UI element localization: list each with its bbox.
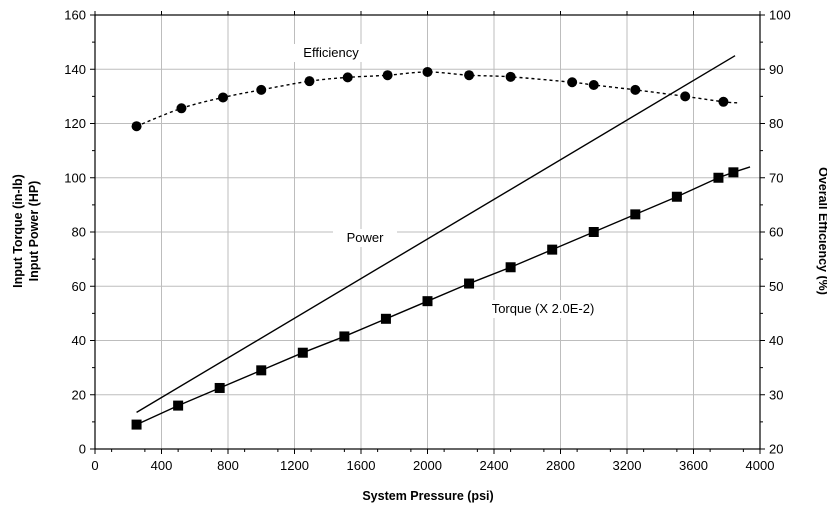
labels: System Pressure (psi) Input Torque (in-l… — [11, 167, 827, 503]
torque-x-2-0e-2-label: Torque (X 2.0E-2) — [492, 301, 595, 316]
y-right-tick-label: 20 — [769, 442, 783, 457]
x-tick-label: 0 — [91, 458, 98, 473]
x-tick-label: 3200 — [613, 458, 642, 473]
torque-line — [136, 166, 751, 426]
torque-point — [256, 365, 267, 376]
y-left-tick-label: 100 — [64, 170, 86, 185]
x-tick-label: 3600 — [679, 458, 708, 473]
power-label: Power — [347, 230, 385, 245]
torque-point — [339, 331, 350, 342]
efficiency-point — [505, 71, 516, 82]
y-right-tick-label: 100 — [769, 8, 791, 23]
efficiency-point — [304, 76, 315, 87]
efficiency-point — [588, 79, 599, 90]
series-layer: Efficiency Power Torque (X 2.0E-2) — [131, 44, 751, 430]
x-tick-label: 2800 — [546, 458, 575, 473]
torque-point — [380, 313, 391, 324]
x-tick-label: 2400 — [480, 458, 509, 473]
efficiency-point — [422, 66, 433, 77]
y-right-tick-label: 70 — [769, 170, 783, 185]
torque-point — [214, 382, 225, 393]
efficiency-point — [382, 70, 393, 81]
efficiency-curve — [136, 71, 739, 127]
power-line — [136, 55, 736, 413]
torque-point — [297, 347, 308, 358]
y-axis-left-title-1: Input Torque (in-lb) — [11, 174, 25, 288]
torque-point — [728, 167, 739, 178]
y-right-tick-label: 80 — [769, 116, 783, 131]
x-tick-label: 1200 — [280, 458, 309, 473]
y-right-tick-label: 90 — [769, 62, 783, 77]
efficiency-point — [630, 84, 641, 95]
torque-point — [464, 278, 475, 289]
efficiency-point — [131, 121, 142, 132]
torque-x-2-0e-2-label-bg — [473, 300, 613, 318]
y-left-tick-label: 60 — [72, 279, 86, 294]
y-left-tick-label: 20 — [72, 387, 86, 402]
y-left-tick-label: 140 — [64, 62, 86, 77]
x-axis-title: System Pressure (psi) — [362, 489, 493, 503]
efficiency-point — [718, 96, 729, 107]
torque-point — [422, 296, 433, 307]
y-left-tick-label: 0 — [79, 442, 86, 457]
torque-point — [671, 191, 682, 202]
y-right-tick-label: 30 — [769, 387, 783, 402]
y-left-tick-label: 160 — [64, 8, 86, 23]
y-left-tick-label: 80 — [72, 225, 86, 240]
y-right-tick-label: 60 — [769, 225, 783, 240]
y-left-tick-label: 40 — [72, 333, 86, 348]
efficiency-point — [342, 72, 353, 83]
x-tick-label: 800 — [217, 458, 239, 473]
efficiency-label-bg — [287, 44, 375, 62]
torque-point — [713, 172, 724, 183]
torque-point — [505, 262, 516, 273]
efficiency-point — [218, 92, 229, 103]
torque-point — [131, 419, 142, 430]
torque-point — [588, 227, 599, 237]
efficiency-point — [256, 84, 267, 95]
efficiency-label: Efficiency — [303, 45, 359, 60]
efficiency-point — [464, 70, 475, 81]
x-tick-label: 2000 — [413, 458, 442, 473]
y-right-tick-label: 40 — [769, 333, 783, 348]
power-label-bg — [333, 229, 397, 247]
grid — [95, 15, 760, 449]
torque-point — [630, 209, 641, 220]
y-axis-left-title-2: Input Power (HP) — [27, 181, 41, 282]
efficiency-point — [176, 103, 187, 114]
torque-point — [547, 244, 558, 255]
y-axis-right-title: Overall Efficiency (%) — [816, 167, 827, 295]
y-left-tick-label: 120 — [64, 116, 86, 131]
ticks: 0 400 800 1200 1600 2000 2400 2800 3200 3600 4000 0… — [64, 8, 790, 474]
efficiency-point — [567, 77, 578, 88]
y-right-tick-label: 50 — [769, 279, 783, 294]
efficiency-point — [680, 91, 691, 102]
x-tick-label: 1600 — [347, 458, 376, 473]
x-tick-label: 4000 — [746, 458, 775, 473]
x-tick-label: 400 — [151, 458, 173, 473]
torque-point — [173, 400, 184, 411]
